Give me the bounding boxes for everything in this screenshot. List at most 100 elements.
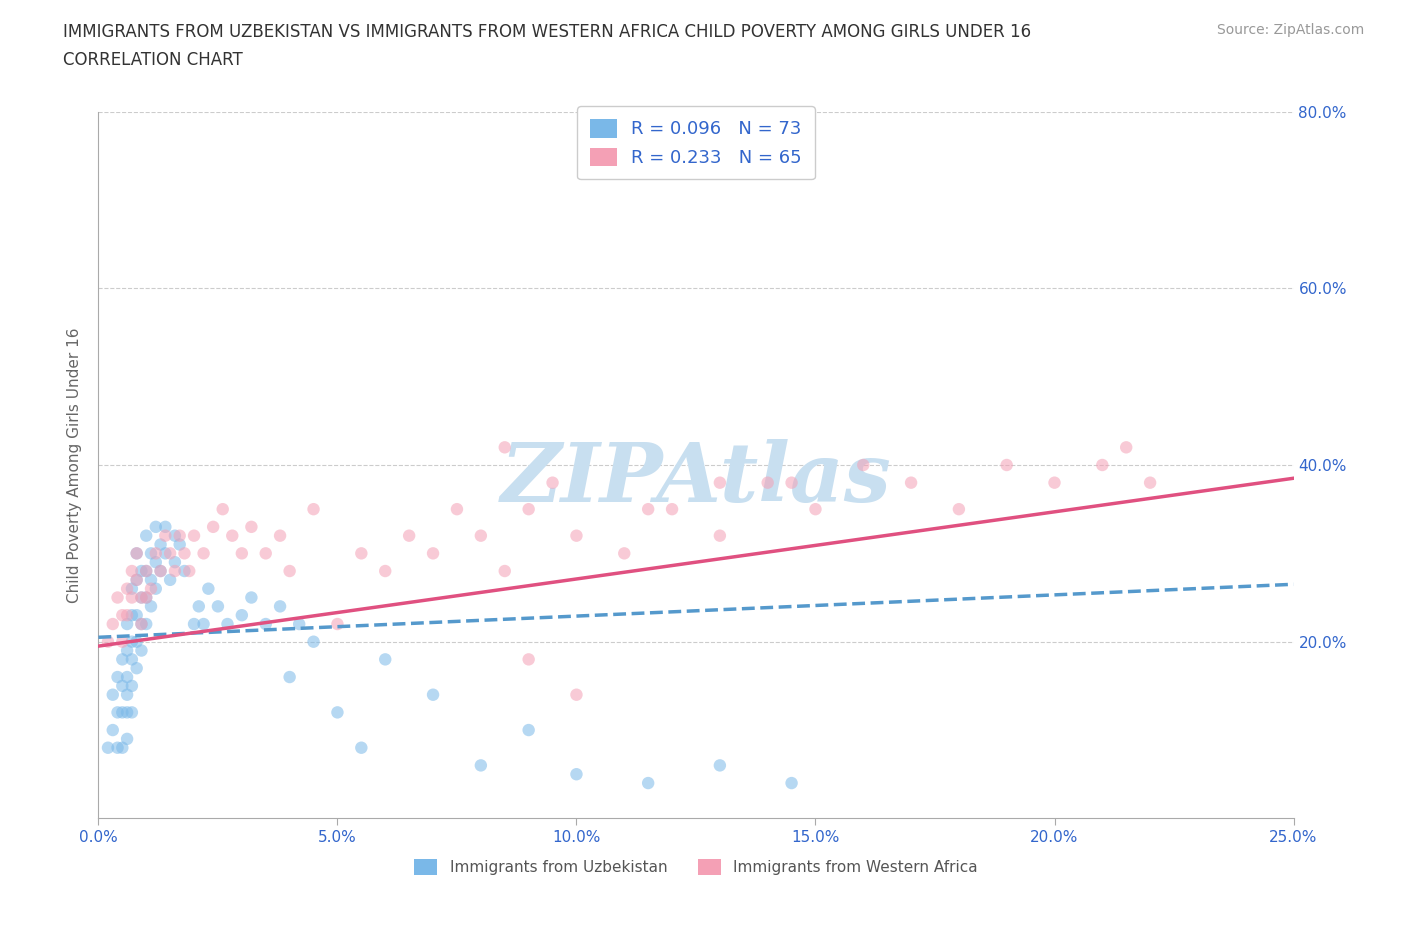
Point xyxy=(517,723,540,737)
Point xyxy=(121,581,143,596)
Point xyxy=(202,519,225,534)
Point xyxy=(197,581,219,596)
Point xyxy=(125,546,148,561)
Point xyxy=(125,660,148,675)
Point xyxy=(111,705,134,720)
Point xyxy=(217,617,239,631)
Point xyxy=(121,564,143,578)
Point xyxy=(163,528,186,543)
Point xyxy=(107,591,129,605)
Point xyxy=(111,652,134,667)
Point xyxy=(159,573,181,588)
Point xyxy=(135,564,157,578)
Point xyxy=(169,538,191,552)
Point xyxy=(107,740,129,755)
Point xyxy=(101,617,124,631)
Point xyxy=(422,546,444,561)
Point xyxy=(115,617,138,631)
Point xyxy=(131,591,153,605)
Point xyxy=(173,564,195,578)
Point xyxy=(115,608,138,623)
Point xyxy=(494,564,516,578)
Point xyxy=(804,502,827,517)
Point xyxy=(145,519,167,534)
Point xyxy=(101,687,124,702)
Point xyxy=(125,573,148,588)
Point xyxy=(278,670,301,684)
Point xyxy=(1115,440,1137,455)
Text: ZIPAtlas: ZIPAtlas xyxy=(501,439,891,519)
Text: CORRELATION CHART: CORRELATION CHART xyxy=(63,51,243,69)
Legend: Immigrants from Uzbekistan, Immigrants from Western Africa: Immigrants from Uzbekistan, Immigrants f… xyxy=(408,853,984,882)
Point xyxy=(159,546,181,561)
Point xyxy=(121,591,143,605)
Point xyxy=(183,528,205,543)
Point xyxy=(115,581,138,596)
Point xyxy=(374,564,396,578)
Point xyxy=(97,634,120,649)
Point xyxy=(565,687,588,702)
Point xyxy=(211,502,233,517)
Point xyxy=(350,740,373,755)
Point xyxy=(107,670,129,684)
Point xyxy=(111,740,134,755)
Point xyxy=(97,740,120,755)
Point xyxy=(121,652,143,667)
Point xyxy=(135,617,157,631)
Point xyxy=(149,564,172,578)
Point xyxy=(115,731,138,746)
Point xyxy=(565,766,588,781)
Point xyxy=(254,617,277,631)
Point xyxy=(470,758,492,773)
Point xyxy=(115,705,138,720)
Point xyxy=(470,528,492,543)
Point xyxy=(145,546,167,561)
Point xyxy=(131,644,153,658)
Point xyxy=(139,581,162,596)
Point xyxy=(115,644,138,658)
Point xyxy=(240,519,263,534)
Point xyxy=(900,475,922,490)
Point xyxy=(149,564,172,578)
Point xyxy=(115,687,138,702)
Point xyxy=(269,599,291,614)
Point xyxy=(183,617,205,631)
Point xyxy=(565,528,588,543)
Point xyxy=(302,502,325,517)
Point xyxy=(374,652,396,667)
Point xyxy=(637,502,659,517)
Point xyxy=(131,591,153,605)
Point xyxy=(135,591,157,605)
Point xyxy=(125,634,148,649)
Point xyxy=(231,608,253,623)
Point xyxy=(709,475,731,490)
Point xyxy=(446,502,468,517)
Point xyxy=(494,440,516,455)
Text: Source: ZipAtlas.com: Source: ZipAtlas.com xyxy=(1216,23,1364,37)
Text: IMMIGRANTS FROM UZBEKISTAN VS IMMIGRANTS FROM WESTERN AFRICA CHILD POVERTY AMONG: IMMIGRANTS FROM UZBEKISTAN VS IMMIGRANTS… xyxy=(63,23,1032,41)
Point xyxy=(155,519,177,534)
Point xyxy=(852,458,875,472)
Point xyxy=(302,634,325,649)
Point xyxy=(517,652,540,667)
Point xyxy=(780,475,803,490)
Point xyxy=(125,573,148,588)
Point xyxy=(221,528,243,543)
Point xyxy=(326,705,349,720)
Point xyxy=(995,458,1018,472)
Point xyxy=(517,502,540,517)
Point xyxy=(121,679,143,694)
Point xyxy=(135,564,157,578)
Point xyxy=(173,546,195,561)
Point xyxy=(240,591,263,605)
Point xyxy=(121,608,143,623)
Point xyxy=(145,581,167,596)
Point xyxy=(350,546,373,561)
Point xyxy=(115,670,138,684)
Point xyxy=(254,546,277,561)
Point xyxy=(111,679,134,694)
Point xyxy=(1043,475,1066,490)
Point xyxy=(135,528,157,543)
Point xyxy=(193,617,215,631)
Point xyxy=(169,528,191,543)
